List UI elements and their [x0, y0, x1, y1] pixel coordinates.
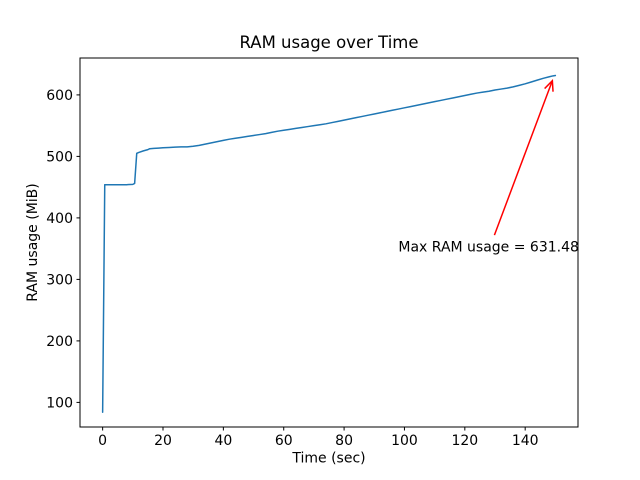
y-tick-label: 300 — [46, 272, 73, 288]
x-tick-label: 20 — [154, 433, 172, 449]
x-tick-label: 40 — [214, 433, 232, 449]
y-tick-label: 100 — [46, 395, 73, 411]
y-tick-label: 500 — [46, 149, 73, 165]
annotation-arrow-shaft — [493, 80, 554, 236]
plot-layer: 0 20 40 60 80 100 120 140 100 200 300 400 500 600 — [46, 57, 579, 449]
x-tick-label: 120 — [451, 433, 478, 449]
y-tick-label: 200 — [46, 334, 73, 350]
y-tick-label: 400 — [46, 211, 73, 227]
chart-title: RAM usage over Time — [239, 33, 418, 52]
x-axis-label: Time (sec) — [291, 451, 365, 467]
y-tick-label: 600 — [46, 88, 73, 104]
x-tick-label: 0 — [98, 433, 107, 449]
annotation-arrow-head — [544, 79, 554, 92]
y-axis-label: RAM usage (MiB) — [25, 183, 41, 301]
ram-usage-line — [101, 74, 557, 413]
axes-frame — [79, 57, 579, 428]
max-ram-annotation-label: Max RAM usage = 631.48 — [398, 240, 579, 256]
x-tick-label: 140 — [512, 433, 539, 449]
x-tick-label: 100 — [391, 433, 418, 449]
x-tick-label: 80 — [335, 433, 353, 449]
x-tick-label: 60 — [275, 433, 293, 449]
